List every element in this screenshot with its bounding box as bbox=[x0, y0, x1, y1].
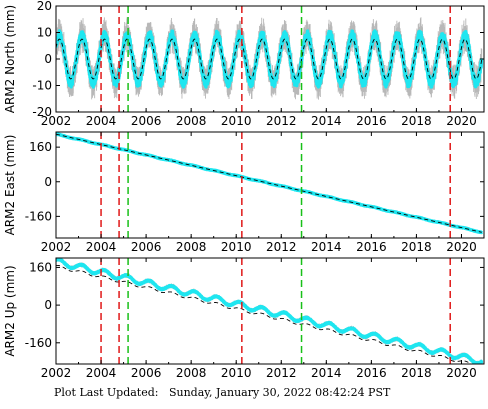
y-tick-label: 0 bbox=[44, 298, 52, 312]
plot-frame bbox=[55, 131, 485, 239]
x-tick-label: 2006 bbox=[131, 240, 162, 254]
x-tick-label: 2008 bbox=[176, 366, 207, 380]
x-tick-label: 2008 bbox=[176, 114, 207, 128]
plot-area bbox=[56, 258, 484, 364]
y-tick-label: 160 bbox=[29, 140, 52, 154]
x-tick-label: 2012 bbox=[266, 240, 297, 254]
x-tick-label: 2002 bbox=[41, 114, 72, 128]
x-tick-label: 2010 bbox=[221, 114, 252, 128]
plot-frame bbox=[55, 257, 485, 365]
plot-last-updated-text: Plot Last Updated: Sunday, January 30, 2… bbox=[54, 386, 391, 399]
x-tick-label: 2010 bbox=[221, 240, 252, 254]
x-tick-label: 2020 bbox=[446, 114, 477, 128]
y-tick-label: -20 bbox=[32, 105, 52, 119]
x-tick-label: 2006 bbox=[131, 114, 162, 128]
y-axis-label: ARM2 Up (mm) bbox=[3, 265, 17, 356]
x-tick-label: 2020 bbox=[446, 240, 477, 254]
y-tick-label: -10 bbox=[32, 79, 52, 93]
x-tick-label: 2020 bbox=[446, 366, 477, 380]
x-tick-label: 2014 bbox=[311, 240, 342, 254]
x-tick-label: 2008 bbox=[176, 240, 207, 254]
observed-series-line bbox=[56, 29, 484, 89]
observed-series-line bbox=[56, 258, 484, 364]
x-tick-label: 2012 bbox=[266, 366, 297, 380]
y-tick-label: 20 bbox=[37, 0, 52, 13]
x-tick-label: 2004 bbox=[86, 114, 117, 128]
x-tick-label: 2014 bbox=[311, 366, 342, 380]
x-tick-label: 2010 bbox=[221, 366, 252, 380]
x-tick-label: 2002 bbox=[41, 366, 72, 380]
y-axis-label: ARM2 East (mm) bbox=[3, 135, 17, 236]
x-tick-label: 2014 bbox=[311, 114, 342, 128]
x-tick-label: 2018 bbox=[401, 114, 432, 128]
up-panel: 2002 2004 2006 2008 2010 2012 2014 2016 2018 2020… bbox=[3, 257, 485, 380]
y-tick-label: 0 bbox=[44, 52, 52, 66]
model-series-line bbox=[56, 264, 472, 364]
model-series-line bbox=[56, 133, 482, 233]
y-tick-label: 10 bbox=[37, 26, 52, 40]
model-series-line bbox=[56, 38, 483, 80]
x-tick-label: 2016 bbox=[356, 240, 387, 254]
y-tick-label: -160 bbox=[25, 209, 52, 223]
y-tick-label: 0 bbox=[44, 175, 52, 189]
x-tick-label: 2016 bbox=[356, 366, 387, 380]
east-panel: 2002 2004 2006 2008 2010 2012 2014 2016 2018 2020… bbox=[3, 131, 485, 254]
x-tick-label: 2012 bbox=[266, 114, 297, 128]
x-tick-label: 2006 bbox=[131, 366, 162, 380]
x-tick-label: 2004 bbox=[86, 366, 117, 380]
north-panel: 2002 2004 2006 2008 2010 2012 2014 2016 2018 2020… bbox=[3, 0, 485, 128]
plot-area bbox=[56, 132, 484, 238]
x-tick-label: 2004 bbox=[86, 240, 117, 254]
y-tick-label: 160 bbox=[29, 260, 52, 274]
y-axis-label: ARM2 North (mm) bbox=[3, 5, 17, 113]
x-tick-label: 2002 bbox=[41, 240, 72, 254]
y-tick-label: -160 bbox=[25, 336, 52, 350]
x-tick-label: 2018 bbox=[401, 240, 432, 254]
plot-area bbox=[56, 6, 484, 112]
x-tick-label: 2016 bbox=[356, 114, 387, 128]
x-tick-label: 2018 bbox=[401, 366, 432, 380]
